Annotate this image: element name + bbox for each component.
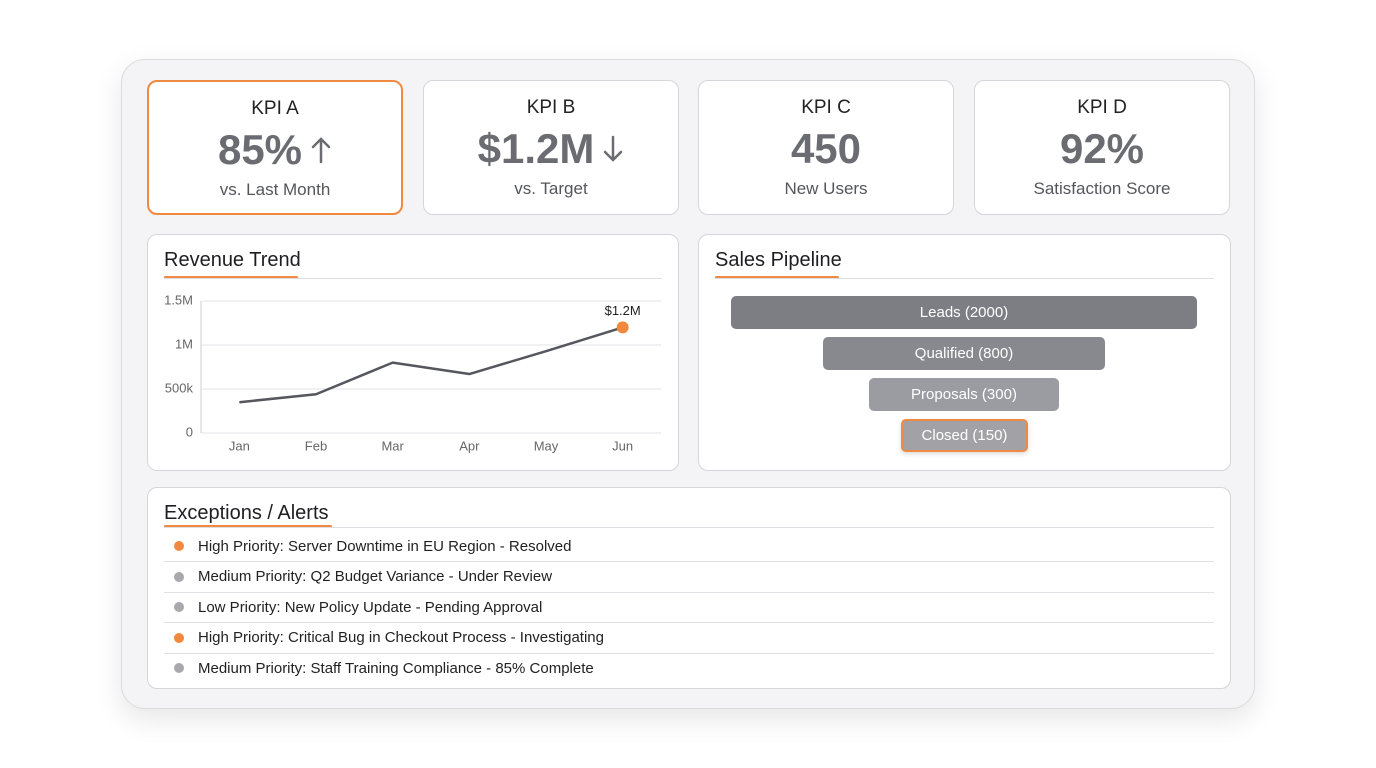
panel-title: Revenue Trend [164, 249, 301, 271]
highlight-point [616, 321, 629, 334]
revenue-line [239, 326, 624, 404]
trend-arrow [311, 137, 331, 164]
x-tick-label: Apr [459, 438, 480, 453]
kpi-value: $1.2M [477, 125, 595, 172]
kpi-subtitle: vs. Last Month [219, 180, 331, 199]
title-accent [164, 525, 332, 528]
panel-title: Exceptions / Alerts [164, 502, 329, 524]
priority-dot [174, 602, 184, 612]
kpi-value: 450 [790, 125, 862, 172]
panel-title: Sales Pipeline [715, 249, 842, 271]
alert-text: Medium Priority: Q2 Budget Variance - Un… [198, 568, 553, 585]
y-tick-label: 1.5M [164, 292, 193, 307]
kpi-value-row: 450 [699, 125, 953, 173]
kpi-title: KPI D [1077, 97, 1127, 118]
kpi-value: 92% [1059, 125, 1145, 172]
pipeline-stage: Qualified (800) [823, 337, 1105, 370]
alert-row: Low Priority: New Policy Update - Pendin… [164, 592, 1214, 623]
x-tick-label: Mar [381, 438, 404, 453]
kpi-title: KPI C [801, 97, 851, 118]
kpi-subtitle: New Users [784, 179, 868, 198]
title-rule [164, 527, 1214, 528]
data-label: $1.2M [605, 303, 641, 318]
revenue-panel: Revenue Trend 0 500k 1M 1.5M Jan Feb Mar Apr May… [147, 234, 679, 471]
alert-row: High Priority: Critical Bug in Checkout … [164, 623, 1214, 654]
title-accent [715, 276, 839, 279]
alert-row: Medium Priority: Q2 Budget Variance - Un… [164, 562, 1214, 593]
y-tick-label: 0 [186, 424, 193, 439]
kpi-title: KPI A [251, 98, 299, 119]
x-tick-label: Feb [305, 438, 327, 453]
alert-text: Medium Priority: Staff Training Complian… [198, 659, 594, 677]
x-tick-label: Jan [229, 438, 250, 453]
priority-dot [174, 632, 184, 643]
kpi-card: KPI B $1.2M vs. Target [423, 80, 679, 215]
x-tick-label: Jun [612, 438, 633, 453]
pipeline-stage: Closed (150) [901, 419, 1028, 452]
line-chart: 0 500k 1M 1.5M Jan Feb Mar Apr May Jun $1.2M [164, 292, 661, 453]
pipeline-stage: Leads (2000) [731, 296, 1197, 329]
kpi-value-row: $1.2M [424, 125, 678, 173]
kpi-subtitle: Satisfaction Score [1033, 179, 1171, 198]
kpi-value-row: 85% [149, 126, 401, 174]
priority-dot [174, 571, 184, 582]
title-accent [164, 276, 298, 279]
x-tick-label: May [534, 438, 559, 453]
arrow-path [311, 137, 331, 164]
kpi-subtitle: vs. Target [514, 179, 588, 198]
priority-dot [174, 541, 184, 551]
dashboard: Revenue Trend 0 500k 1M 1.5M Jan Feb Mar Apr May… [121, 59, 1255, 709]
alert-text: Low Priority: New Policy Update - Pendin… [198, 598, 543, 616]
alert-row: Medium Priority: Staff Training Complian… [164, 653, 1214, 683]
kpi-value: 85% [217, 126, 303, 173]
arrow-path [604, 135, 623, 162]
pipeline-stage: Proposals (300) [869, 378, 1059, 411]
y-tick-label: 1M [175, 336, 193, 351]
kpi-card: KPI C 450 New Users [698, 80, 954, 215]
kpi-value-row: 92% [975, 125, 1229, 173]
alerts-panel: Exceptions / Alerts High Priority: Serve… [147, 487, 1231, 689]
alert-text: High Priority: Critical Bug in Checkout … [198, 629, 604, 646]
trend-arrow [604, 135, 623, 162]
pipeline-panel: Sales Pipeline Leads (2000) Qualified (80… [698, 234, 1231, 471]
kpi-card: KPI A 85% vs. Last Month [147, 80, 403, 215]
y-tick-label: 500k [165, 380, 194, 395]
title-rule [715, 278, 1214, 279]
kpi-title: KPI B [526, 97, 576, 118]
priority-dot [174, 663, 184, 673]
kpi-card: KPI D 92% Satisfaction Score [974, 80, 1230, 215]
alert-text: High Priority: Server Downtime in EU Reg… [198, 537, 572, 555]
alert-row: High Priority: Server Downtime in EU Reg… [164, 531, 1214, 562]
title-rule [164, 278, 662, 279]
